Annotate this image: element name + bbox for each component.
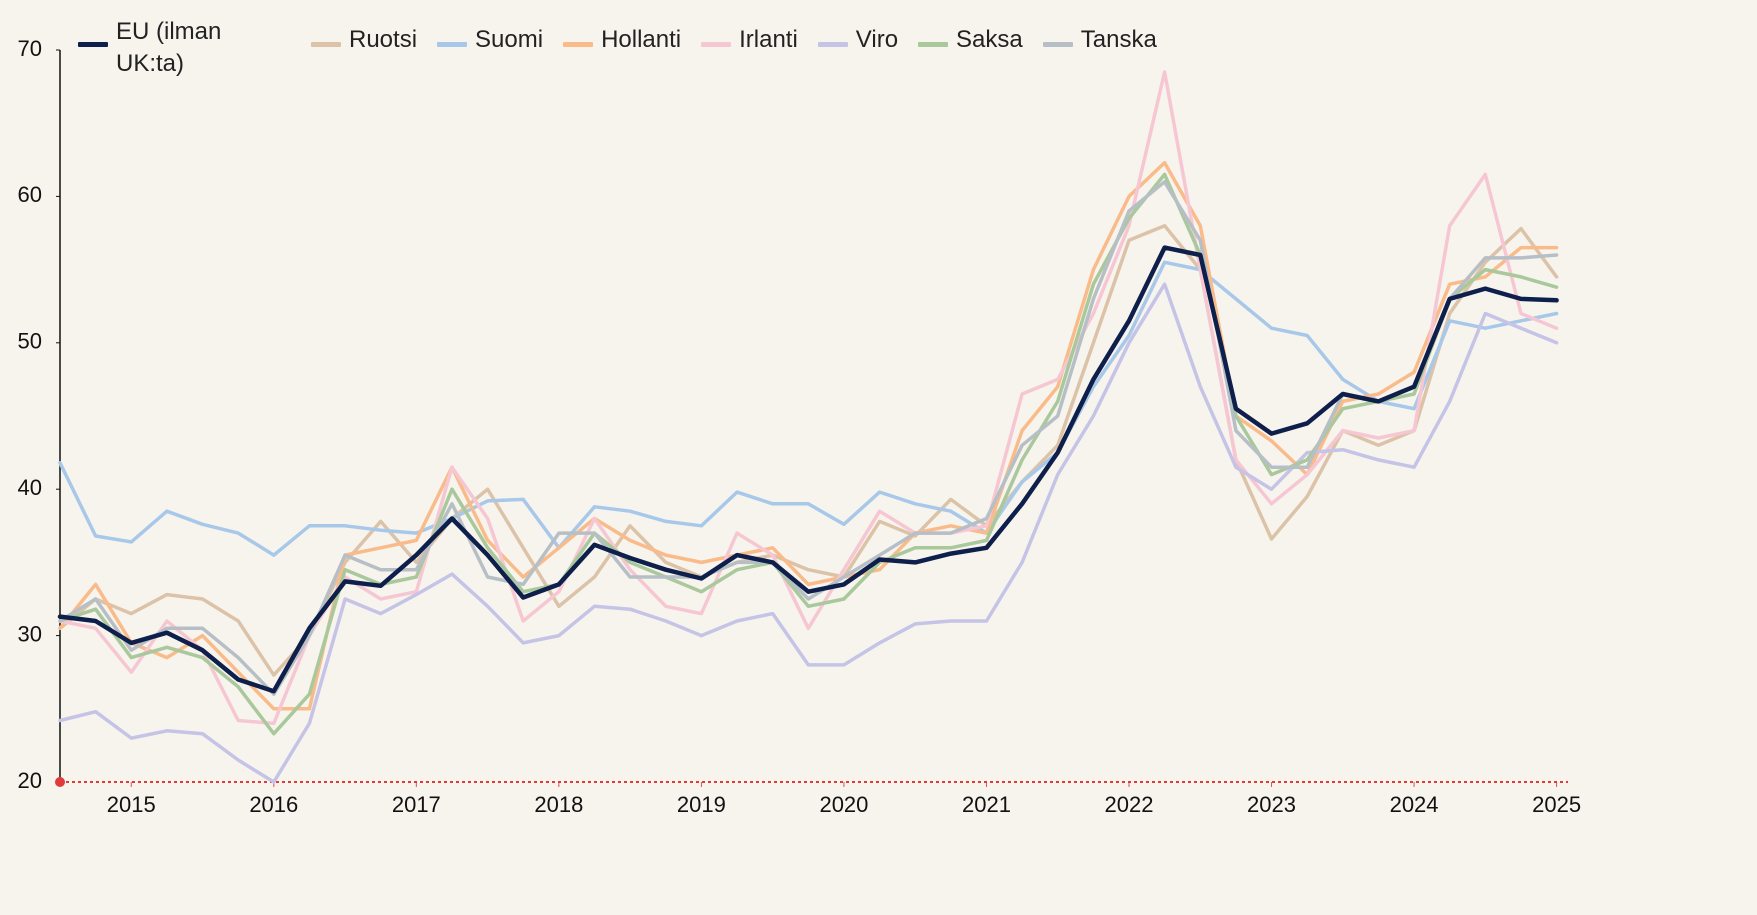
x-tick-label: 2016 — [249, 792, 298, 817]
y-tick-label: 50 — [18, 329, 42, 354]
legend-swatch — [701, 42, 732, 47]
series-line — [58, 70, 1559, 726]
legend-label: Viro — [855, 26, 899, 53]
legend-swatch — [918, 42, 949, 47]
series-line — [57, 245, 1559, 694]
x-tick-label: 2018 — [534, 792, 583, 817]
legend-swatch — [78, 42, 108, 47]
legend-swatch — [311, 42, 341, 47]
y-tick-label: 40 — [18, 475, 42, 500]
legend-label: Hollanti — [601, 26, 682, 53]
legend: EU (ilman UK:ta) Ruotsi Suomi Hollanti Irlan… — [78, 8, 1157, 80]
legend-item: Tanska — [1042, 26, 1157, 53]
legend-swatch — [563, 42, 594, 47]
series-line — [58, 260, 1559, 557]
legend-item: EU (ilman UK:ta) — [78, 8, 291, 80]
legend-item: Suomi — [437, 28, 543, 52]
legend-label: Saksa — [956, 26, 1023, 53]
legend-label: Ruotsi — [349, 26, 418, 53]
series-line — [58, 180, 1559, 696]
legend-item: Saksa — [918, 28, 1023, 52]
legend-item: Viro — [817, 26, 899, 53]
axis-origin-dot — [55, 777, 65, 787]
legend-item: Irlanti — [701, 28, 798, 52]
legend-label: Irlanti — [739, 26, 798, 53]
x-tick-label: 2017 — [392, 792, 441, 817]
y-tick-label: 60 — [18, 182, 42, 207]
legend-item: Hollanti — [563, 28, 681, 52]
y-tick-label: 20 — [18, 768, 42, 793]
x-tick-label: 2024 — [1390, 792, 1439, 817]
series-line — [58, 172, 1559, 736]
x-tick-label: 2025 — [1532, 792, 1581, 817]
y-tick-label: 70 — [18, 36, 42, 61]
legend-item: Ruotsi — [311, 28, 417, 52]
legend-swatch — [817, 42, 848, 47]
x-tick-label: 2015 — [107, 792, 156, 817]
legend-swatch — [437, 42, 468, 47]
x-tick-label: 2023 — [1247, 792, 1296, 817]
legend-label: EU (ilman UK:ta) — [116, 18, 222, 77]
legend-label: Tanska — [1080, 26, 1157, 53]
x-tick-label: 2020 — [819, 792, 868, 817]
series-line — [58, 282, 1559, 784]
y-tick-label: 30 — [18, 621, 42, 646]
x-tick-label: 2022 — [1105, 792, 1154, 817]
x-tick-label: 2019 — [677, 792, 726, 817]
legend-label: Suomi — [475, 26, 544, 53]
x-tick-label: 2021 — [962, 792, 1011, 817]
legend-swatch — [1042, 42, 1073, 47]
